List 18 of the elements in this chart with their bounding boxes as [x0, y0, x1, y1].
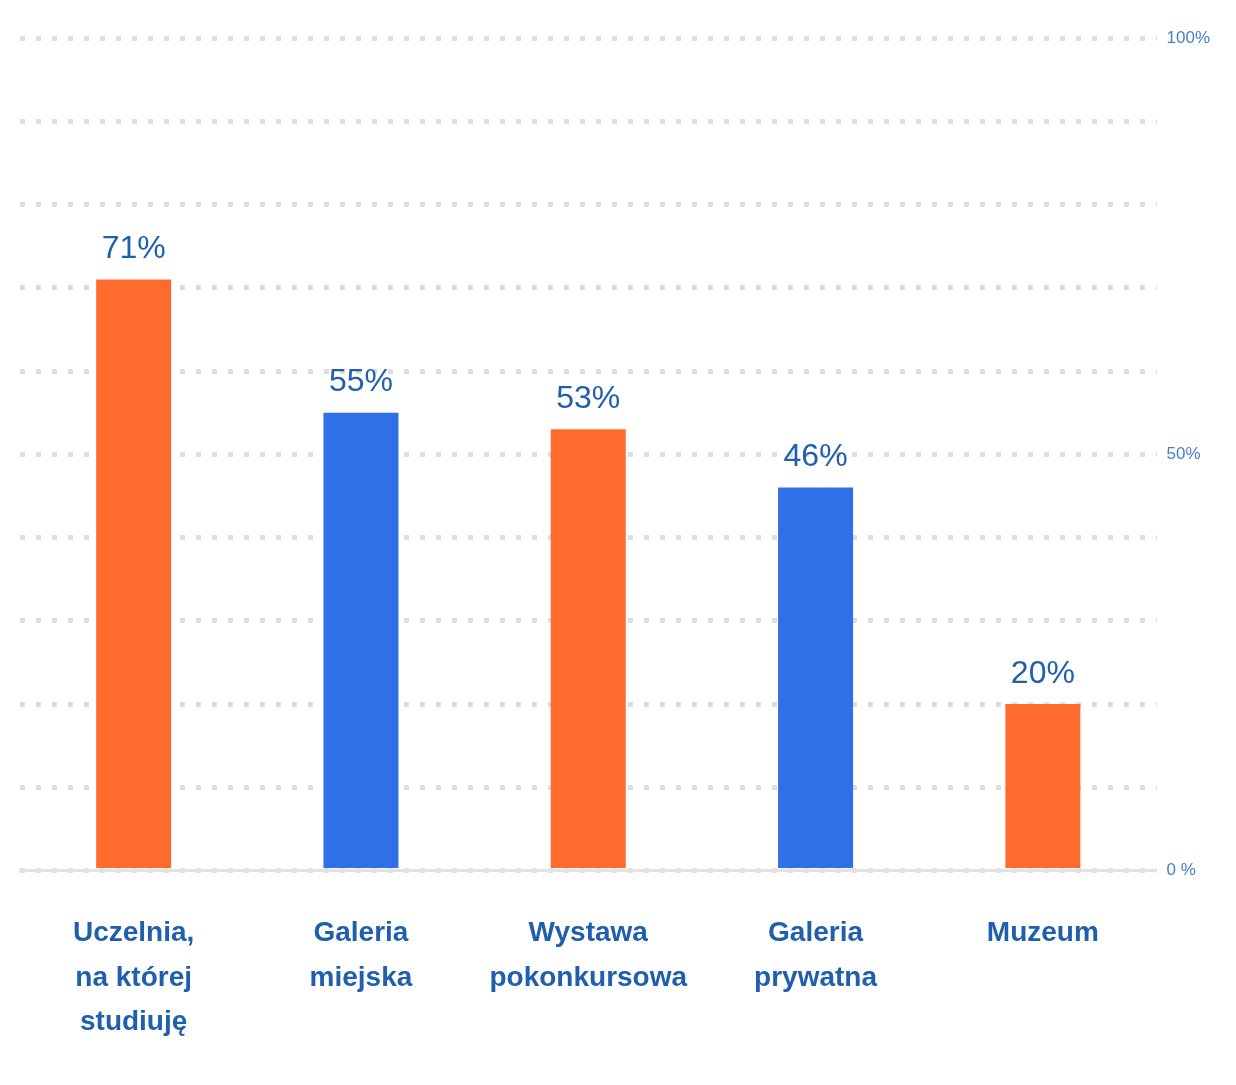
data-label: 53% [556, 379, 621, 416]
y-tick-label: 0 % [1166, 860, 1196, 880]
bar [1005, 704, 1081, 869]
x-tick-label: Muzeum [986, 915, 1099, 947]
data-label: 46% [783, 437, 848, 474]
y-tick-label: 50% [1166, 443, 1201, 463]
x-tick-label: Uczelnia, na której studiuję [72, 915, 195, 1037]
bar [96, 279, 172, 869]
x-tick-label: Galeria miejska [309, 915, 413, 992]
data-label: 71% [101, 229, 166, 266]
x-tick-label: Galeria prywatna [754, 915, 878, 992]
bar [550, 429, 626, 869]
data-label: 20% [1010, 653, 1075, 690]
bar [778, 487, 854, 869]
x-tick-label: Wystawa pokonkursowa [489, 915, 688, 992]
y-tick-label: 100% [1166, 27, 1210, 47]
data-label: 55% [328, 362, 393, 399]
bar [323, 412, 399, 869]
